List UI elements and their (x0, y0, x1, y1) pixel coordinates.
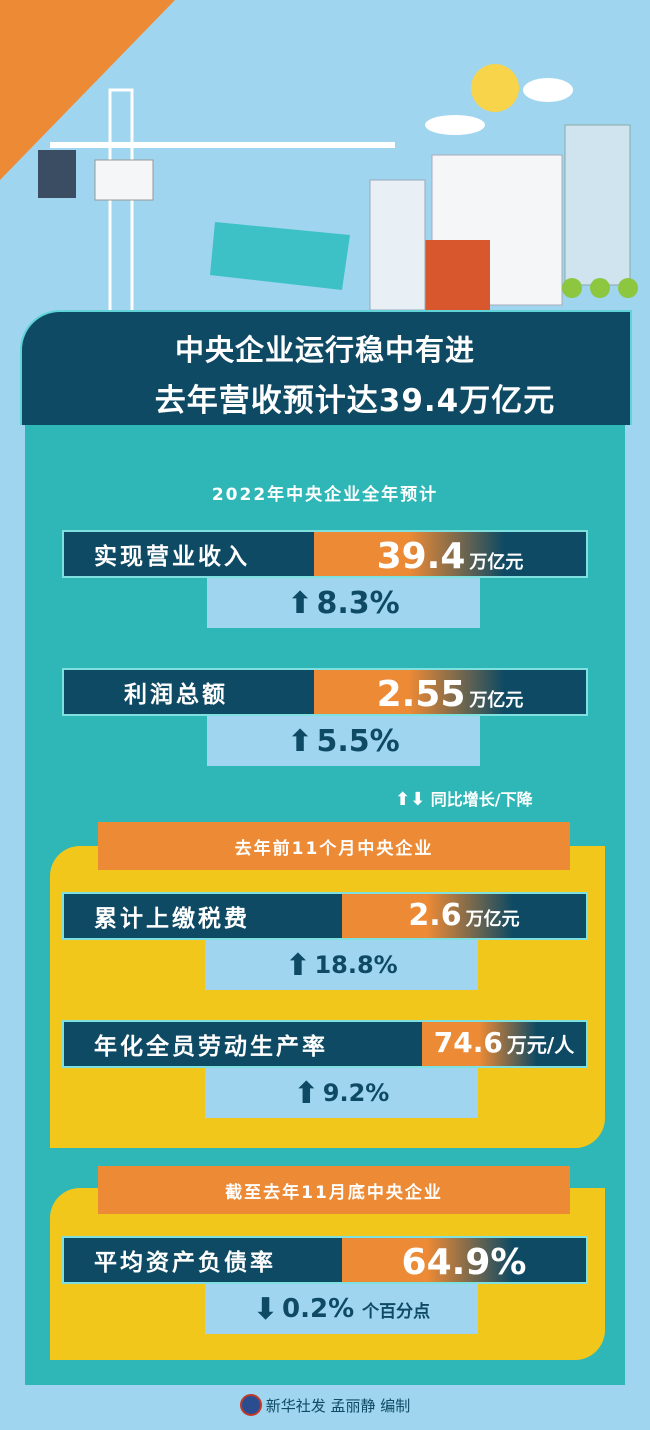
orange-corner-decoration (0, 0, 175, 180)
tower-building (564, 124, 631, 286)
section-title-11-months: 去年前11个月中央企业 (98, 822, 570, 870)
xinhua-logo-icon (239, 1394, 262, 1416)
counterweight (38, 150, 76, 198)
stat-value: 2.55 万亿元 (314, 670, 586, 714)
sun-icon (471, 64, 519, 112)
arrow-up-icon: ⬆ (287, 585, 313, 621)
stat-label: 利润总额 (124, 682, 228, 708)
change-box-productivity: ⬆ 9.2% (205, 1068, 478, 1118)
stat-bar-tax: 累计上缴税费 2.6 万亿元 (62, 892, 588, 940)
up-down-arrows-icon: ⬆⬇ (395, 789, 426, 810)
stat-bar-debt-ratio: 平均资产负债率 64.9% (62, 1236, 588, 1284)
section-title-november: 截至去年11月底中央企业 (98, 1166, 570, 1214)
building (369, 179, 426, 311)
stat-label: 累计上缴税费 (94, 906, 250, 932)
stat-bar-revenue: 实现营业收入 39.4 万亿元 (62, 530, 588, 578)
stat-value: 2.6 万亿元 (342, 894, 586, 938)
change-box-revenue: ⬆ 8.3% (207, 578, 480, 628)
arrow-up-icon: ⬆ (293, 1075, 319, 1111)
stat-bar-productivity: 年化全员劳动生产率 74.6 万元/人 (62, 1020, 588, 1068)
change-box-debt-ratio: ⬇ 0.2% 个百分点 (205, 1284, 478, 1334)
stat-label: 年化全员劳动生产率 (94, 1034, 328, 1060)
title-banner (20, 310, 632, 425)
legend: ⬆⬇ 同比增长/下降 (395, 789, 533, 810)
stat-value: 39.4 万亿元 (314, 532, 586, 576)
change-box-tax: ⬆ 18.8% (205, 940, 478, 990)
arrow-up-icon: ⬆ (287, 723, 313, 759)
page-title-line1: 中央企业运行稳中有进 (174, 333, 475, 367)
footer-credit: 新华社发 孟丽静 编制 (0, 1394, 650, 1416)
construction-illustration (38, 64, 638, 423)
cargo-panel (210, 222, 350, 290)
stat-bar-profit: 利润总额 2.55 万亿元 (62, 668, 588, 716)
stat-label: 平均资产负债率 (94, 1250, 276, 1276)
change-box-profit: ⬆ 5.5% (207, 716, 480, 766)
arrow-up-icon: ⬆ (285, 947, 311, 983)
arrow-down-icon: ⬇ (252, 1291, 279, 1327)
stat-label: 实现营业收入 (94, 544, 250, 570)
page-title-line2: 去年营收预计达39.4万亿元 (154, 383, 556, 419)
cloud-icon (425, 78, 573, 135)
section-title-full-year: 2022年中央企业全年预计 (211, 485, 439, 505)
stat-value: 64.9% (342, 1238, 586, 1282)
crane-cab (94, 159, 154, 201)
brick-building (425, 240, 490, 310)
stat-value: 74.6 万元/人 (422, 1022, 586, 1066)
